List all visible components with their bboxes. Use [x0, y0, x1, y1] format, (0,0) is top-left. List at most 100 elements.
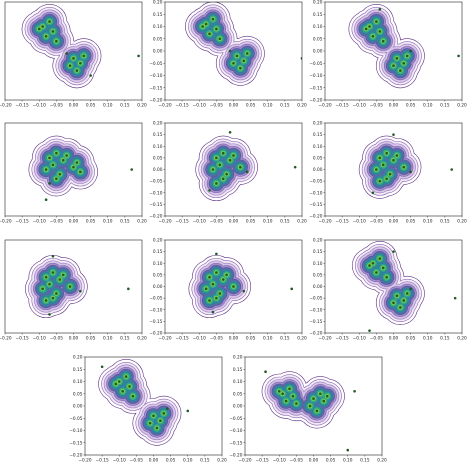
- y-tick-label: 0.05: [153, 155, 163, 161]
- point: [381, 163, 385, 167]
- x-tick-label: 0.05: [246, 219, 256, 225]
- density-contours: [185, 2, 265, 86]
- point: [378, 179, 382, 183]
- x-tick-label: 0.15: [120, 336, 130, 342]
- x-tick-label: 0.15: [120, 219, 130, 225]
- point: [385, 177, 388, 181]
- x-tick-label: 0.20: [377, 458, 387, 464]
- point: [51, 30, 55, 33]
- point: [388, 172, 392, 176]
- point: [208, 299, 211, 302]
- point: [381, 39, 385, 43]
- point: [159, 419, 162, 423]
- point: [44, 35, 48, 38]
- x-tick-label: 0.10: [263, 103, 273, 109]
- y-tick-label: 0.20: [313, 238, 323, 244]
- x-tick-label: 0.10: [103, 103, 113, 109]
- x-tick-label: 0.20: [457, 103, 467, 109]
- point: [204, 287, 208, 291]
- point: [228, 131, 232, 134]
- point: [378, 257, 382, 260]
- y-tick-label: −0.05: [309, 61, 322, 67]
- point: [368, 25, 371, 28]
- point: [225, 273, 228, 277]
- point: [288, 387, 291, 391]
- point: [291, 394, 295, 398]
- point: [131, 394, 135, 398]
- x-tick-label: −0.10: [193, 219, 206, 225]
- point: [211, 17, 215, 21]
- point: [392, 133, 395, 136]
- point: [392, 250, 395, 253]
- point: [235, 54, 239, 58]
- x-tick-label: 0.05: [86, 336, 96, 342]
- x-tick-label: 0.10: [423, 219, 433, 225]
- point: [290, 287, 294, 291]
- y-tick-label: −0.20: [309, 331, 322, 337]
- point: [221, 278, 225, 281]
- x-tick-label: −0.15: [16, 336, 29, 342]
- y-tick-label: 0.15: [233, 367, 243, 373]
- point: [68, 285, 72, 288]
- point: [325, 394, 329, 398]
- subplot: −0.20 −0.15 −0.10 −0.05 0.00 0.05 0.10 0.15 0.20: [0, 239, 147, 342]
- x-tick-label: 0.00: [389, 219, 399, 225]
- point: [114, 382, 118, 386]
- y-tick-label: 0.00: [153, 167, 163, 173]
- x-tick-label: −0.20: [0, 103, 12, 109]
- point: [378, 156, 382, 160]
- y-tick-label: −0.10: [149, 307, 162, 313]
- point: [215, 271, 218, 274]
- x-tick-label: −0.15: [256, 458, 269, 464]
- point: [72, 57, 75, 60]
- x-tick-label: −0.15: [336, 336, 349, 342]
- point: [44, 198, 48, 202]
- density-contours: [348, 4, 425, 89]
- point: [385, 275, 388, 279]
- x-tick-label: −0.05: [50, 103, 63, 109]
- point: [322, 399, 326, 403]
- y-tick-label: 0.15: [313, 132, 323, 138]
- point: [65, 52, 68, 55]
- x-tick-label: 0.20: [297, 336, 307, 342]
- x-tick-label: −0.10: [353, 219, 366, 225]
- subplot: −0.20 −0.15 −0.10 −0.05 0.00 0.05 0.10 0.15 0.20…: [149, 0, 307, 109]
- x-tick-label: 0.05: [86, 103, 96, 109]
- point: [221, 177, 225, 181]
- point: [208, 32, 211, 36]
- y-tick-label: 0.20: [73, 355, 83, 361]
- point: [79, 61, 82, 65]
- y-tick-label: 0.10: [153, 261, 163, 267]
- point: [399, 306, 402, 309]
- x-tick-label: −0.05: [50, 219, 63, 225]
- x-tick-label: 0.20: [457, 219, 467, 225]
- point: [215, 0, 218, 1]
- y-tick-label: 0.10: [73, 379, 83, 385]
- y-tick-label: 0.00: [313, 49, 323, 55]
- point: [375, 168, 378, 171]
- point: [409, 170, 412, 174]
- y-tick-label: 0.05: [313, 36, 323, 42]
- point: [48, 156, 51, 160]
- point: [264, 370, 267, 374]
- point: [75, 161, 79, 164]
- y-tick-label: −0.20: [149, 98, 162, 104]
- point: [409, 287, 412, 291]
- y-tick-label: −0.10: [149, 73, 162, 79]
- point: [211, 168, 215, 171]
- point: [41, 287, 44, 291]
- point: [215, 27, 218, 31]
- point: [218, 37, 222, 41]
- point: [346, 448, 350, 452]
- y-tick-label: −0.05: [149, 179, 162, 185]
- point: [41, 25, 44, 28]
- y-tick-label: 0.00: [313, 284, 323, 290]
- y-tick-label: −0.05: [149, 61, 162, 67]
- point: [245, 52, 249, 55]
- point: [319, 392, 322, 396]
- point: [51, 163, 55, 167]
- point: [44, 275, 48, 279]
- point: [368, 264, 371, 267]
- y-tick-label: −0.05: [69, 416, 82, 422]
- point: [312, 397, 315, 400]
